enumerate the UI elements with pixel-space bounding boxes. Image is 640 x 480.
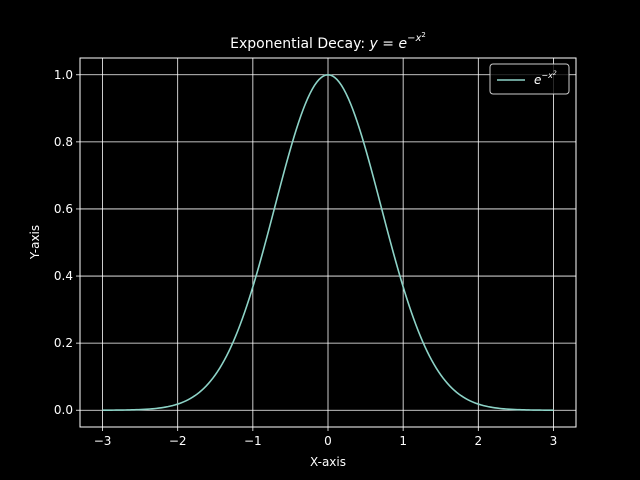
ticks: −3 −2 −1 0 1 2 3 0.0 0.2 0.4 0.6 0.8 1.0	[54, 68, 557, 448]
grid	[80, 58, 576, 427]
y-tick-label: 0.2	[54, 336, 73, 350]
legend-label: e−x2	[534, 70, 557, 87]
x-tick-label: 2	[474, 434, 482, 448]
y-tick-label: 0.8	[54, 135, 73, 149]
x-tick-label: 0	[324, 434, 332, 448]
y-tick-label: 0.0	[54, 403, 73, 417]
x-tick-label: −1	[244, 434, 262, 448]
legend: e−x2	[489, 63, 570, 95]
x-tick-label: 3	[550, 434, 558, 448]
series-layer	[102, 73, 554, 411]
y-tick-label: 0.6	[54, 202, 73, 216]
series-line	[102, 73, 554, 411]
x-tick-label: 1	[399, 434, 407, 448]
x-axis-label: X-axis	[310, 455, 346, 469]
x-tick-label: −2	[169, 434, 187, 448]
y-tick-label: 1.0	[54, 68, 73, 82]
legend-box	[489, 63, 570, 95]
y-tick-label: 0.4	[54, 269, 73, 283]
x-tick-label: −3	[94, 434, 112, 448]
chart-title: Exponential Decay: y = e−x2	[230, 31, 426, 52]
y-axis-label: Y-axis	[28, 225, 42, 260]
